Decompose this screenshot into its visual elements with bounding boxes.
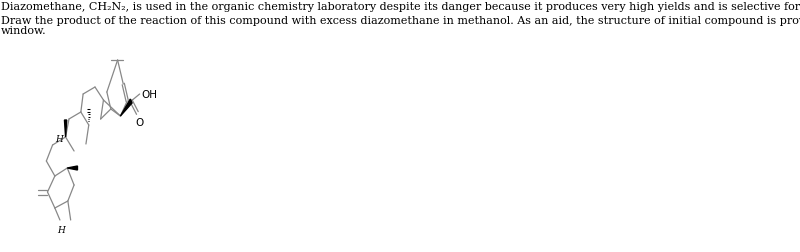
Text: Diazomethane, CH₂N₂, is used in the organic chemistry laboratory despite its dan: Diazomethane, CH₂N₂, is used in the orga… bbox=[1, 2, 800, 12]
Text: window.: window. bbox=[1, 26, 46, 36]
Text: H: H bbox=[57, 225, 65, 234]
Text: OH: OH bbox=[142, 90, 158, 100]
Polygon shape bbox=[121, 100, 132, 116]
Text: H: H bbox=[55, 134, 62, 143]
Text: O: O bbox=[136, 117, 144, 128]
Polygon shape bbox=[67, 166, 78, 170]
Text: Draw the product of the reaction of this compound with excess diazomethane in me: Draw the product of the reaction of this… bbox=[1, 16, 800, 26]
Polygon shape bbox=[65, 120, 66, 137]
